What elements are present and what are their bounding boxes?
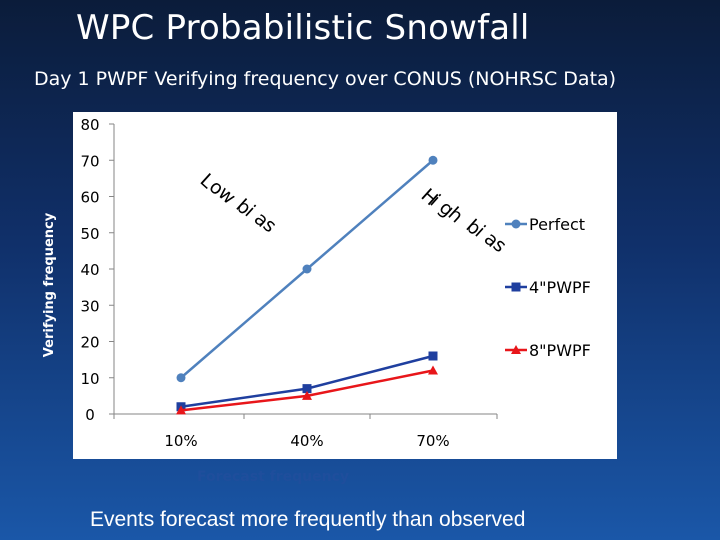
data-point [302, 264, 312, 274]
y-tick-label: 80 [80, 116, 99, 134]
legend-label: 4"PWPF [529, 278, 591, 297]
x-tick-label: 70% [416, 432, 449, 450]
y-tick-label: 50 [80, 225, 99, 243]
slide-title: WPC Probabilistic Snowfall [76, 8, 530, 48]
legend-label: Perfect [529, 215, 585, 234]
footer-statement: Events forecast more frequently than obs… [90, 508, 526, 531]
x-axis-label: Forecast frequency [197, 469, 349, 485]
data-point [302, 384, 312, 394]
data-point [176, 405, 186, 415]
y-axis-label: Verifying frequency [42, 212, 57, 357]
legend-swatch-marker [511, 219, 521, 229]
x-tick-label: 10% [164, 432, 197, 450]
y-tick-label: 20 [80, 334, 99, 352]
y-tick-label: 40 [80, 261, 99, 279]
y-tick-label: 60 [80, 189, 99, 207]
data-point [176, 373, 186, 383]
y-tick-label: 30 [80, 297, 99, 315]
y-tick-label: 10 [80, 370, 99, 388]
data-point [428, 351, 438, 361]
slide-subtitle: Day 1 PWPF Verifying frequency over CONU… [34, 68, 617, 90]
legend-swatch-marker [511, 345, 521, 354]
y-tick-label: 70 [80, 152, 99, 170]
data-point [428, 155, 438, 165]
data-point [302, 390, 312, 400]
data-point [428, 365, 438, 375]
x-tick-label: 40% [290, 432, 323, 450]
y-tick-label: 0 [85, 406, 95, 424]
chart-area-background [73, 112, 617, 459]
legend-swatch-marker [511, 282, 521, 292]
legend-label: 8"PWPF [529, 341, 591, 360]
